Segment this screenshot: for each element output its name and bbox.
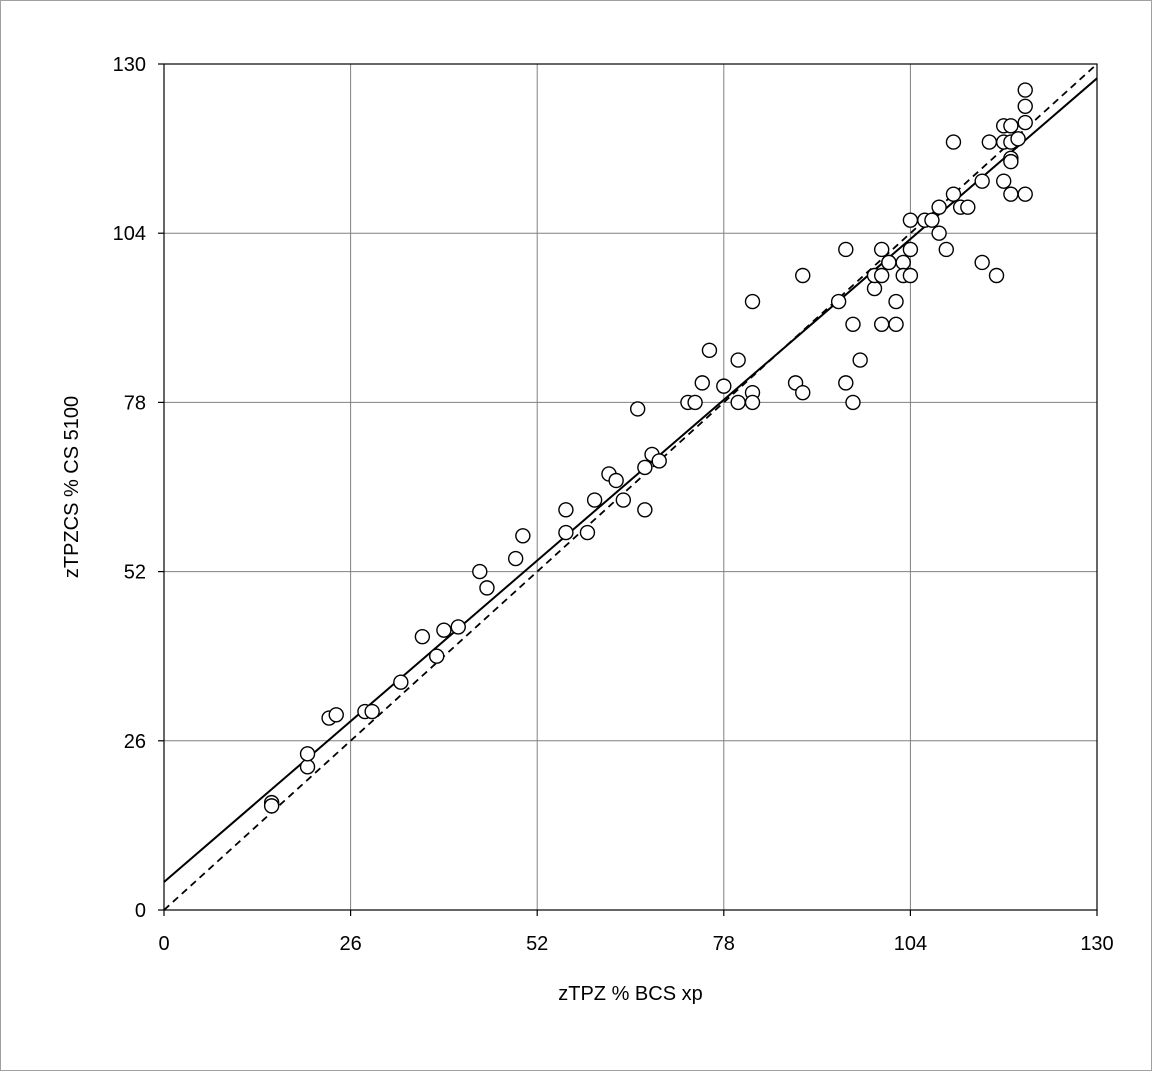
data-point-0-60	[902, 267, 919, 284]
data-point-0-61	[902, 212, 919, 228]
data-point-0-18	[558, 502, 574, 518]
data-point-0-22	[608, 472, 624, 489]
data-point-0-65	[931, 225, 947, 241]
x-axis-label: zTPZ % BCS xp	[558, 983, 702, 1005]
data-point-0-1	[263, 798, 280, 814]
data-point-0-71	[974, 173, 990, 189]
data-point-0-2	[299, 759, 316, 775]
data-point-0-13	[472, 563, 488, 580]
y-axis-label: zTPZCS % CS 5100	[61, 396, 83, 578]
data-point-0-7	[364, 703, 380, 720]
data-point-0-32	[701, 342, 718, 359]
data-point-0-52	[873, 316, 890, 333]
data-point-0-73	[981, 134, 998, 150]
data-point-0-31	[694, 375, 710, 391]
data-point-0-20	[586, 492, 603, 508]
data-point-0-23	[615, 492, 632, 508]
y-tick-label-5: 130	[113, 54, 146, 76]
data-point-0-34	[730, 394, 746, 411]
data-point-0-35	[730, 352, 746, 368]
y-tick-label-0: 0	[135, 900, 146, 922]
data-point-0-57	[895, 254, 911, 271]
data-point-0-77	[996, 173, 1012, 189]
x-tick-label-3: 78	[713, 933, 735, 955]
data-point-0-10	[429, 648, 445, 664]
y-tick-label-1: 26	[124, 731, 146, 753]
data-point-0-41	[795, 267, 811, 284]
data-point-0-14	[479, 580, 495, 596]
data-point-0-15	[507, 550, 524, 567]
data-point-0-28	[651, 453, 667, 469]
data-point-0-86	[1017, 82, 1033, 98]
data-point-0-16	[515, 528, 531, 544]
data-point-0-11	[436, 622, 452, 638]
x-tick-label-1: 26	[339, 933, 361, 955]
data-point-0-19	[579, 524, 596, 541]
x-tick-label-5: 130	[1080, 933, 1113, 955]
data-point-0-12	[450, 619, 466, 635]
y-axis-ticks: 0 26 52 78 104 130	[113, 54, 164, 922]
data-point-0-3	[299, 746, 316, 762]
data-points	[263, 82, 1033, 814]
data-point-0-54	[881, 254, 897, 271]
data-point-0-67	[945, 186, 962, 202]
data-point-0-72	[974, 254, 990, 271]
data-point-0-51	[873, 267, 890, 284]
data-point-0-68	[945, 134, 962, 150]
data-point-0-63	[924, 212, 940, 228]
y-tick-label-4: 104	[113, 223, 146, 245]
data-point-0-33	[716, 378, 732, 394]
data-point-0-64	[931, 199, 947, 215]
data-point-0-56	[888, 316, 904, 333]
y-tick-label-3: 78	[124, 392, 146, 414]
data-point-0-24	[629, 401, 646, 417]
data-point-0-48	[866, 280, 883, 297]
data-point-0-85	[1017, 98, 1033, 115]
data-point-0-47	[852, 352, 868, 368]
data-point-0-45	[845, 316, 861, 333]
data-point-0-70	[960, 199, 976, 215]
data-point-0-8	[393, 674, 409, 690]
x-tick-label-4: 104	[894, 933, 927, 955]
data-point-0-84	[1017, 114, 1033, 131]
data-point-0-26	[637, 459, 653, 476]
data-point-0-40	[795, 384, 811, 401]
data-point-0-59	[902, 241, 919, 258]
plot-area-border	[163, 63, 1098, 911]
data-point-0-74	[988, 267, 1005, 284]
x-tick-label-0: 0	[158, 933, 169, 955]
data-point-0-55	[888, 293, 904, 310]
data-point-0-50	[873, 241, 890, 258]
data-point-0-42	[830, 293, 847, 310]
data-point-0-43	[838, 375, 854, 391]
data-point-0-9	[414, 628, 431, 645]
data-point-0-83	[1010, 131, 1026, 147]
x-tick-label-2: 52	[526, 933, 548, 955]
data-point-0-25	[637, 502, 653, 518]
data-point-0-17	[558, 524, 574, 541]
data-point-0-44	[838, 241, 854, 258]
data-point-0-66	[938, 241, 954, 258]
data-point-0-30	[687, 394, 703, 411]
data-point-0-79	[1003, 118, 1019, 134]
data-point-0-82	[1003, 186, 1019, 202]
x-axis-ticks: 0 26 52 78 104 130	[158, 910, 1114, 955]
y-tick-label-2: 52	[124, 562, 146, 584]
data-point-0-81	[1003, 153, 1019, 170]
data-point-0-87	[1017, 186, 1033, 202]
data-point-0-46	[845, 394, 861, 411]
data-point-0-5	[328, 707, 344, 723]
data-point-0-37	[744, 394, 761, 411]
data-point-0-38	[744, 293, 761, 310]
